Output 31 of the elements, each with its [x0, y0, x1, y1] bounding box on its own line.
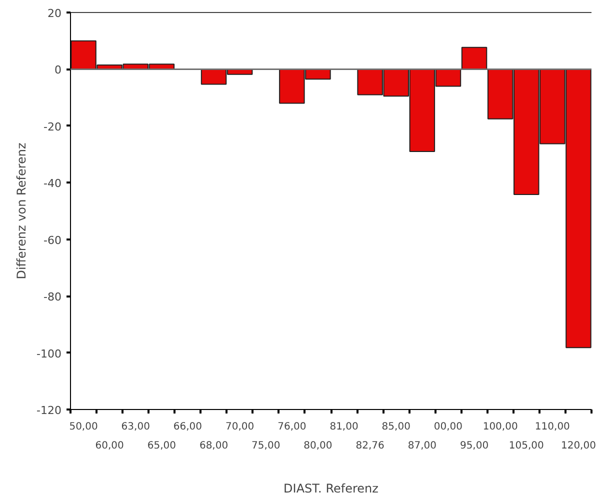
x-tick-label: 95,00: [460, 440, 489, 452]
x-tick-label: 68,00: [199, 440, 228, 452]
y-tick-label: -120: [36, 404, 62, 417]
x-tick-label: 80,00: [304, 440, 332, 452]
x-tick-label: 76,00: [278, 422, 306, 432]
x-tick-label: 82,76: [356, 440, 384, 452]
x-tick-label: 105,00: [508, 440, 544, 452]
x-tick-label: 85,00: [382, 422, 410, 432]
y-tick-label: 0: [54, 64, 62, 77]
x-tick-label: 00,00: [434, 422, 463, 432]
y-axis-title: Differenz von Referenz: [14, 142, 29, 280]
y-tick-label: -40: [44, 177, 62, 190]
x-tick-label: 70,00: [226, 422, 254, 432]
y-tick-label: -80: [44, 290, 62, 304]
x-tick-label: 75,00: [252, 440, 280, 452]
x-tick-label: 63,00: [121, 422, 150, 432]
x-axis-title: DIAST. Referenz: [284, 482, 378, 496]
x-tick-label: 81,00: [330, 422, 358, 432]
x-tick-label: 66,00: [173, 422, 202, 432]
y-tick-label: -60: [44, 234, 62, 247]
x-tick-label: 87,00: [408, 440, 436, 452]
x-tick-label: 110,00: [534, 422, 570, 432]
x-tick-label: 50,00: [69, 422, 98, 432]
x-tick-label: 60,00: [95, 440, 124, 452]
x-tick-label: 100,00: [482, 422, 518, 432]
y-tick-label: 20: [48, 7, 62, 20]
x-tick-label: 65,00: [147, 440, 176, 452]
y-tick-label: -20: [44, 120, 62, 134]
x-tick-label: 120,00: [560, 440, 596, 452]
bar: [461, 46, 488, 70]
y-tick-label: -100: [36, 347, 62, 360]
